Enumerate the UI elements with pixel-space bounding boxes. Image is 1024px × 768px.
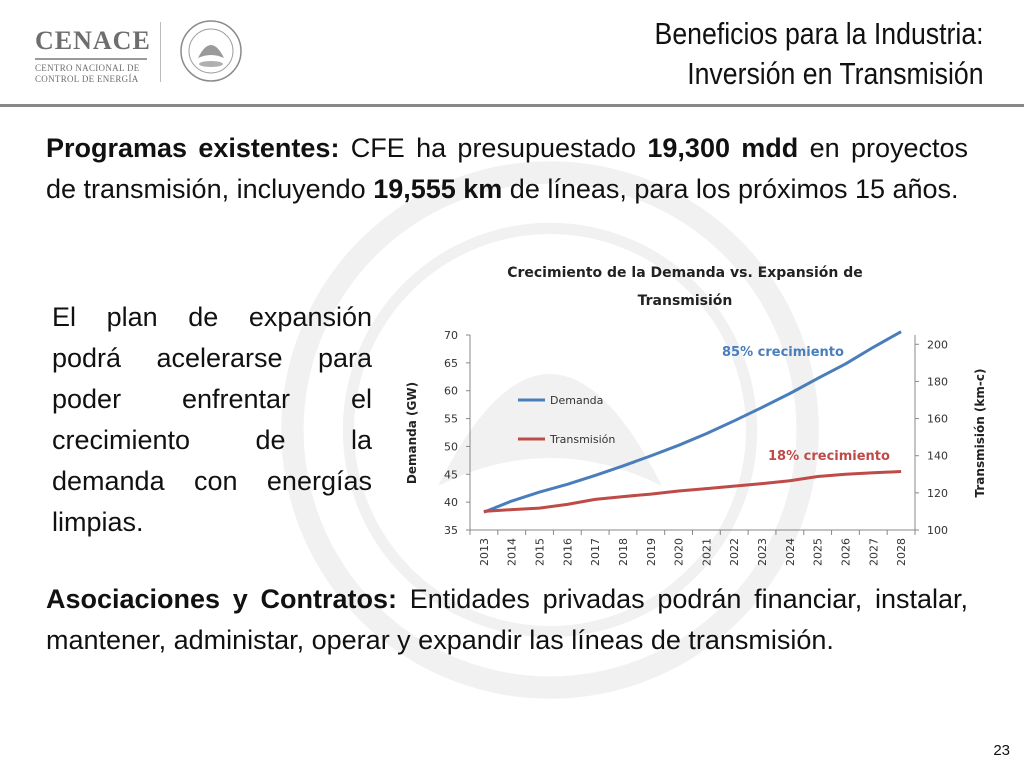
x-tick-label: 2016 bbox=[561, 538, 574, 566]
y-tick-label-left: 65 bbox=[444, 357, 458, 370]
y-tick-label-right: 140 bbox=[927, 450, 948, 463]
chart-title-line-2: Transmisión bbox=[638, 293, 733, 309]
logo-subtitle-1: CENTRO NACIONAL DE bbox=[35, 63, 140, 73]
y-tick-label-left: 70 bbox=[444, 329, 458, 342]
y-tick-label-left: 60 bbox=[444, 385, 458, 398]
page-number: 23 bbox=[993, 742, 1010, 759]
page-title: Beneficios para la Industria: Inversión … bbox=[655, 14, 984, 94]
series-line-demanda bbox=[483, 330, 902, 514]
cenace-logo: CENACE CENTRO NACIONAL DE CONTROL DE ENE… bbox=[35, 26, 153, 85]
legend-label: Transmisión bbox=[549, 433, 615, 446]
paragraph-expansion-plan: El plan de expansión podrá acelerarse pa… bbox=[52, 302, 372, 537]
title-line-2: Inversión en Transmisión bbox=[687, 56, 984, 91]
y-tick-label-right: 120 bbox=[927, 487, 948, 500]
y-axis-label-left: Demanda (GW) bbox=[405, 382, 419, 484]
x-tick-label: 2013 bbox=[478, 538, 491, 566]
x-tick-label: 2026 bbox=[839, 538, 852, 566]
y-tick-label-left: 55 bbox=[444, 413, 458, 426]
text-segment: de líneas, para los próximos 15 años. bbox=[502, 174, 959, 204]
text-segment: Entidades privadas podrán financiar, ins… bbox=[46, 584, 969, 655]
x-tick-label: 2027 bbox=[867, 538, 880, 566]
x-tick-label: 2028 bbox=[895, 538, 908, 566]
annotation-transmission-growth: 18% crecimiento bbox=[768, 449, 890, 464]
y-tick-label-right: 180 bbox=[927, 375, 948, 388]
legend-label: Demanda bbox=[550, 394, 603, 407]
y-tick-label-left: 50 bbox=[444, 440, 458, 453]
annotation-demand-growth: 85% crecimiento bbox=[722, 345, 844, 360]
text-segment: CFE ha presupuestado bbox=[339, 133, 648, 163]
x-tick-label: 2015 bbox=[534, 538, 547, 566]
y-tick-label-right: 200 bbox=[927, 338, 948, 351]
x-tick-label: 2020 bbox=[673, 538, 686, 566]
y-tick-label-right: 160 bbox=[927, 413, 948, 426]
bold-amount: 19,300 mdd bbox=[647, 133, 799, 163]
x-tick-label: 2024 bbox=[784, 538, 797, 566]
x-tick-label: 2023 bbox=[756, 538, 769, 566]
logo-subtitle-2: CONTROL DE ENERGÍA bbox=[35, 74, 139, 84]
y-tick-label-left: 35 bbox=[444, 524, 458, 537]
y-tick-label-right: 100 bbox=[927, 524, 948, 537]
logo-separator bbox=[160, 22, 161, 82]
series-line-transmision bbox=[483, 470, 902, 513]
demand-vs-transmission-chart: Crecimiento de la Demanda vs. Expansión … bbox=[405, 265, 987, 566]
logo-divider bbox=[35, 58, 147, 60]
x-tick-label: 2019 bbox=[645, 538, 658, 566]
x-tick-label: 2014 bbox=[506, 538, 519, 566]
title-line-1: Beneficios para la Industria: bbox=[654, 16, 984, 51]
y-tick-label-left: 45 bbox=[444, 468, 458, 481]
bold-length: 19,555 km bbox=[373, 174, 503, 204]
bold-label: Programas existentes: bbox=[46, 133, 340, 163]
x-tick-label: 2017 bbox=[589, 538, 602, 566]
header-rule bbox=[0, 104, 1024, 107]
logo-name: CENACE bbox=[35, 26, 151, 55]
x-tick-label: 2022 bbox=[728, 538, 741, 566]
watermark-seal bbox=[281, 161, 819, 699]
y-axis-label-right: Transmisión (km-c) bbox=[973, 369, 987, 498]
x-tick-label: 2021 bbox=[700, 538, 713, 566]
text-segment: en proyectos de transmisión, incluyendo bbox=[46, 133, 968, 204]
bold-label: Asociaciones y Contratos: bbox=[46, 584, 398, 614]
paragraph-partnerships: Asociaciones y Contratos: Entidades priv… bbox=[46, 579, 968, 661]
chart-title-line-1: Crecimiento de la Demanda vs. Expansión … bbox=[507, 265, 863, 281]
mexico-seal-icon bbox=[180, 20, 242, 82]
paragraph-existing-programs: Programas existentes: CFE ha presupuesta… bbox=[46, 128, 968, 210]
x-tick-label: 2025 bbox=[812, 538, 825, 566]
x-tick-label: 2018 bbox=[617, 538, 630, 566]
y-tick-label-left: 40 bbox=[444, 496, 458, 509]
